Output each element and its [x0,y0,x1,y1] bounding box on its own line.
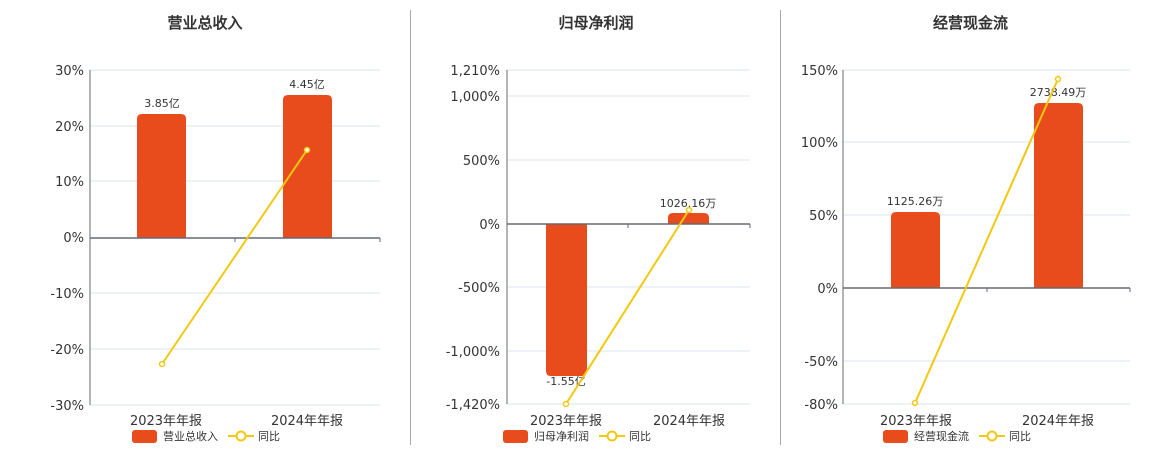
y-tick: -20% [50,343,84,358]
net-profit-chart-panel: 归母净利润 [411,0,781,450]
svg-text:2024年年报: 2024年年报 [271,414,343,429]
bar-legend-label[interactable]: 经营现金流 [914,430,969,443]
legend[interactable]: 营业总收入 同比 [132,428,280,444]
svg-text:4.45亿: 4.45亿 [289,78,325,91]
chart-title: 营业总收入 [167,14,243,32]
y-tick: 10% [55,175,84,190]
line-legend-label[interactable]: 同比 [629,430,651,443]
y-tick: 20% [55,120,84,135]
divider [410,10,411,445]
yoy-line [158,146,311,368]
bar-2023 [137,114,186,238]
y-tick: -10% [50,287,84,302]
bar-legend-label[interactable]: 归母净利润 [534,430,589,443]
bar-legend-swatch [883,429,908,443]
legend[interactable]: 经营现金流 同比 [883,428,1031,444]
y-tick: 0% [63,231,84,246]
svg-text:2023年年报: 2023年年报 [130,414,202,429]
line-legend-icon [228,430,254,442]
bar-legend-swatch [503,429,528,443]
y-tick: 30% [55,64,84,79]
x-axis-labels: 2023年年报 2024年年报 [130,414,343,429]
revenue-chart-panel: 营业总收入 30% 20% 10% 0% -10% -20% -30% 3.85… [0,0,410,450]
divider [780,10,781,445]
bar-labels: 3.85亿 4.45亿 [144,78,325,110]
bar-2024 [283,95,332,238]
bar-legend-swatch [132,429,157,443]
y-tick: -30% [50,399,84,414]
chart-title: 经营现金流 [932,14,1008,32]
line-legend-icon [979,430,1005,442]
svg-text:3.85亿: 3.85亿 [144,97,180,110]
operating-cashflow-chart-panel: 经营现金流 [781,0,1160,450]
legend[interactable]: 归母净利润 同比 [503,428,651,444]
line-legend-icon [599,430,625,442]
revenue-chart: 30% 20% 10% 0% -10% -20% -30% 3.85亿 4.45… [50,64,381,429]
line-legend-label[interactable]: 同比 [1009,430,1031,443]
bar-legend-label[interactable]: 营业总收入 [163,430,218,443]
line-legend-label[interactable]: 同比 [258,430,280,443]
bars [137,95,332,238]
y-axis-labels: 30% 20% 10% 0% -10% -20% -30% [50,64,84,414]
chart-title: 归母净利润 [558,14,634,32]
